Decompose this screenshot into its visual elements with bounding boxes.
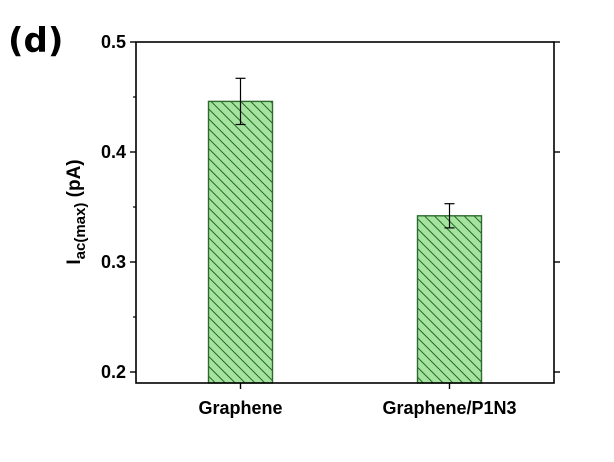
y-axis-label-unit: (pA) [64, 159, 85, 202]
y-tick-label-3: 0.4 [101, 142, 126, 162]
y-axis-label: Iac(max) (pA) [64, 159, 89, 264]
panel-label: (d) [8, 21, 63, 61]
y-tick-label-1: 0.2 [101, 362, 126, 382]
y-tick-label-4: 0.5 [101, 32, 126, 52]
error-bars-layer [235, 77, 455, 229]
x-axis: Graphene Graphene/P1N3 [198, 383, 517, 418]
x-tick-label-2: Graphene/P1N3 [382, 398, 516, 418]
y-axis: 0.2 0.3 0.4 0.5 [101, 32, 560, 382]
plot-frame [135, 41, 555, 384]
bars-layer [207, 100, 483, 384]
x-tick-label-1: Graphene [198, 398, 282, 418]
y-axis-label-main: I [64, 259, 85, 264]
y-axis-label-subscript: ac(max) [72, 203, 89, 260]
bar-1 [207, 100, 274, 384]
bar-2 [416, 215, 483, 384]
y-tick-label-2: 0.3 [101, 252, 126, 272]
